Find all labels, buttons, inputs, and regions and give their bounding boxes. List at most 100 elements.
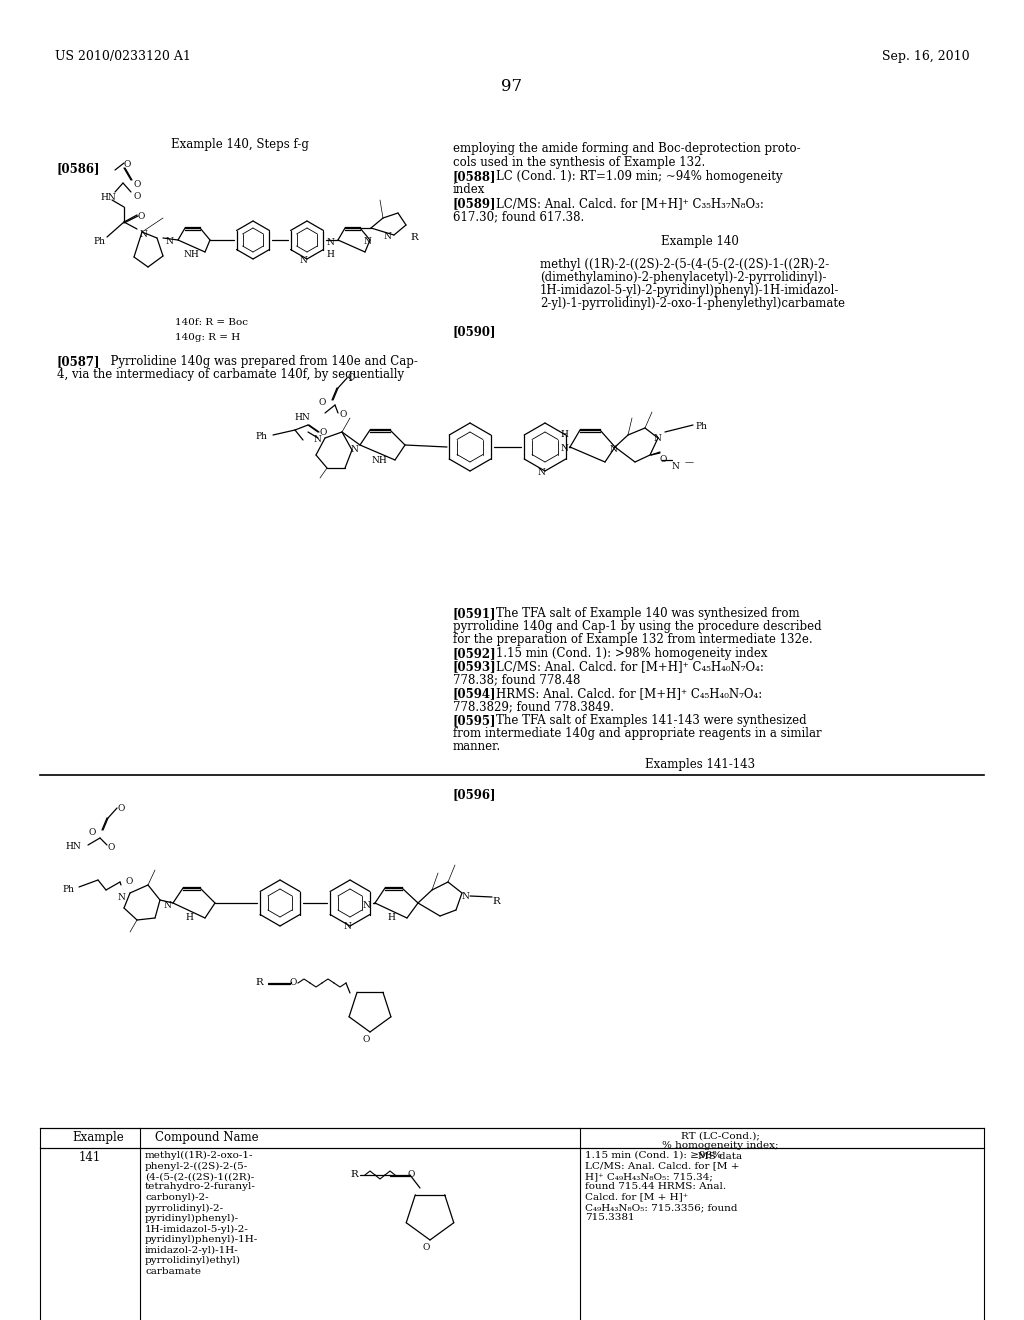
Text: HN: HN (66, 842, 81, 851)
Text: methyl ((1R)-2-((2S)-2-(5-(4-(5-(2-((2S)-1-((2R)-2-: methyl ((1R)-2-((2S)-2-(5-(4-(5-(2-((2S)… (540, 257, 829, 271)
Text: N: N (163, 902, 171, 909)
Text: N: N (139, 230, 146, 239)
Text: N: N (314, 436, 322, 444)
Text: N: N (672, 462, 680, 471)
Text: O: O (89, 828, 96, 837)
Text: N: N (537, 469, 545, 477)
Text: O: O (138, 213, 145, 220)
Text: Ph: Ph (93, 238, 105, 246)
Text: N: N (362, 902, 370, 909)
Text: [0595]: [0595] (453, 714, 497, 727)
Text: 1.15 min (Cond. 1): ≥98%
LC/MS: Anal. Calcd. for [M +
H]⁺ C₄₉H₄₃N₈O₅: 715.34;
fo: 1.15 min (Cond. 1): ≥98% LC/MS: Anal. Ca… (585, 1151, 739, 1222)
Text: from intermediate 140g and appropriate reagents in a similar: from intermediate 140g and appropriate r… (453, 727, 821, 741)
Text: O: O (422, 1243, 430, 1251)
Text: Pyrrolidine 140g was prepared from 140e and Cap-: Pyrrolidine 140g was prepared from 140e … (103, 355, 418, 368)
Text: N: N (299, 256, 307, 265)
Text: index: index (453, 183, 485, 195)
Text: 141: 141 (79, 1151, 101, 1164)
Text: 2-yl)-1-pyrrolidinyl)-2-oxo-1-phenylethyl)carbamate: 2-yl)-1-pyrrolidinyl)-2-oxo-1-phenylethy… (540, 297, 845, 310)
Text: manner.: manner. (453, 741, 502, 752)
Text: [0588]: [0588] (453, 170, 497, 183)
Text: O: O (117, 804, 124, 813)
Text: [0593]: [0593] (453, 660, 497, 673)
Text: [0590]: [0590] (453, 325, 497, 338)
Text: HRMS: Anal. Calcd. for [M+H]⁺ C₄₅H₄₀N₇O₄:: HRMS: Anal. Calcd. for [M+H]⁺ C₄₅H₄₀N₇O₄… (496, 686, 762, 700)
Text: cols used in the synthesis of Example 132.: cols used in the synthesis of Example 13… (453, 156, 706, 169)
Text: O: O (408, 1170, 416, 1179)
Text: R: R (255, 978, 263, 987)
Text: O: O (133, 191, 140, 201)
Text: 778.3829; found 778.3849.: 778.3829; found 778.3849. (453, 700, 614, 713)
Text: O: O (108, 843, 116, 851)
Text: Example 140: Example 140 (662, 235, 739, 248)
Text: Ph: Ph (255, 432, 267, 441)
Text: (dimethylamino)-2-phenylacetyl)-2-pyrrolidinyl)-: (dimethylamino)-2-phenylacetyl)-2-pyrrol… (540, 271, 826, 284)
Text: The TFA salt of Example 140 was synthesized from: The TFA salt of Example 140 was synthesi… (496, 607, 800, 620)
Text: 1.15 min (Cond. 1): >98% homogeneity index: 1.15 min (Cond. 1): >98% homogeneity ind… (496, 647, 768, 660)
Text: R: R (350, 1170, 358, 1179)
Text: N: N (654, 434, 662, 444)
Text: N: N (350, 445, 358, 454)
Text: [0586]: [0586] (57, 162, 100, 176)
Text: H: H (560, 430, 568, 440)
Text: HN: HN (100, 193, 116, 202)
Text: O: O (125, 876, 132, 886)
Text: H: H (387, 913, 395, 921)
Text: O: O (318, 399, 326, 407)
Text: Compound Name: Compound Name (155, 1131, 259, 1144)
Text: —: — (685, 458, 694, 467)
Text: N: N (462, 892, 470, 902)
Text: N: N (326, 238, 334, 247)
Text: Sep. 16, 2010: Sep. 16, 2010 (883, 50, 970, 63)
Text: [0591]: [0591] (453, 607, 497, 620)
Text: N: N (117, 894, 125, 902)
Text: H: H (185, 913, 193, 921)
Text: N: N (362, 238, 371, 246)
Text: employing the amide forming and Boc-deprotection proto-: employing the amide forming and Boc-depr… (453, 143, 801, 154)
Text: R: R (410, 234, 418, 242)
Text: O: O (362, 1035, 370, 1044)
Text: LC (Cond. 1): RT=1.09 min; ~94% homogeneity: LC (Cond. 1): RT=1.09 min; ~94% homogene… (496, 170, 782, 183)
Text: The TFA salt of Examples 141-143 were synthesized: The TFA salt of Examples 141-143 were sy… (496, 714, 807, 727)
Text: 140g: R = H: 140g: R = H (175, 333, 241, 342)
Text: O: O (340, 411, 347, 418)
Text: methyl((1R)-2-oxo-1-
phenyl-2-((2S)-2-(5-
(4-(5-(2-((2S)-1((2R)-
tetrahydro-2-fu: methyl((1R)-2-oxo-1- phenyl-2-((2S)-2-(5… (145, 1151, 258, 1275)
Text: 140f: R = Boc: 140f: R = Boc (175, 318, 248, 327)
Text: Example: Example (72, 1131, 124, 1144)
Text: [0594]: [0594] (453, 686, 497, 700)
Text: for the preparation of Example 132 from intermediate 132e.: for the preparation of Example 132 from … (453, 634, 813, 645)
Text: N: N (165, 238, 173, 246)
Text: Ph: Ph (62, 884, 74, 894)
Text: O: O (347, 374, 354, 381)
Text: 97: 97 (502, 78, 522, 95)
Text: O: O (290, 978, 297, 987)
Text: [0587]: [0587] (57, 355, 100, 368)
Text: O: O (124, 160, 131, 169)
Text: O: O (133, 180, 140, 189)
Text: O: O (319, 428, 328, 437)
Text: [0589]: [0589] (453, 197, 497, 210)
Text: [0592]: [0592] (453, 647, 497, 660)
Text: LC/MS: Anal. Calcd. for [M+H]⁺ C₄₅H₄₀N₇O₄:: LC/MS: Anal. Calcd. for [M+H]⁺ C₄₅H₄₀N₇O… (496, 660, 764, 673)
Text: [0596]: [0596] (453, 788, 497, 801)
Text: 778.38; found 778.48: 778.38; found 778.48 (453, 673, 581, 686)
Text: RT (LC-Cond.);
% homogeneity index;
MS data: RT (LC-Cond.); % homogeneity index; MS d… (662, 1131, 778, 1160)
Text: Ph: Ph (695, 422, 707, 432)
Text: H: H (326, 249, 334, 259)
Text: N: N (560, 444, 568, 453)
Text: Examples 141-143: Examples 141-143 (645, 758, 755, 771)
Text: NH: NH (184, 249, 200, 259)
Text: Example 140, Steps f-g: Example 140, Steps f-g (171, 139, 309, 150)
Text: N: N (384, 232, 392, 242)
Text: 4, via the intermediacy of carbamate 140f, by sequentially: 4, via the intermediacy of carbamate 140… (57, 368, 404, 381)
Text: LC/MS: Anal. Calcd. for [M+H]⁺ C₃₅H₃₇N₈O₃:: LC/MS: Anal. Calcd. for [M+H]⁺ C₃₅H₃₇N₈O… (496, 197, 764, 210)
Text: R: R (492, 898, 500, 906)
Text: US 2010/0233120 A1: US 2010/0233120 A1 (55, 50, 190, 63)
Text: N: N (610, 445, 617, 454)
Text: 1H-imidazol-5-yl)-2-pyridinyl)phenyl)-1H-imidazol-: 1H-imidazol-5-yl)-2-pyridinyl)phenyl)-1H… (540, 284, 840, 297)
Text: N: N (343, 921, 351, 931)
Text: O: O (660, 455, 668, 465)
Text: 617.30; found 617.38.: 617.30; found 617.38. (453, 210, 585, 223)
Text: NH: NH (371, 455, 387, 465)
Text: pyrrolidine 140g and Cap-1 by using the procedure described: pyrrolidine 140g and Cap-1 by using the … (453, 620, 821, 634)
